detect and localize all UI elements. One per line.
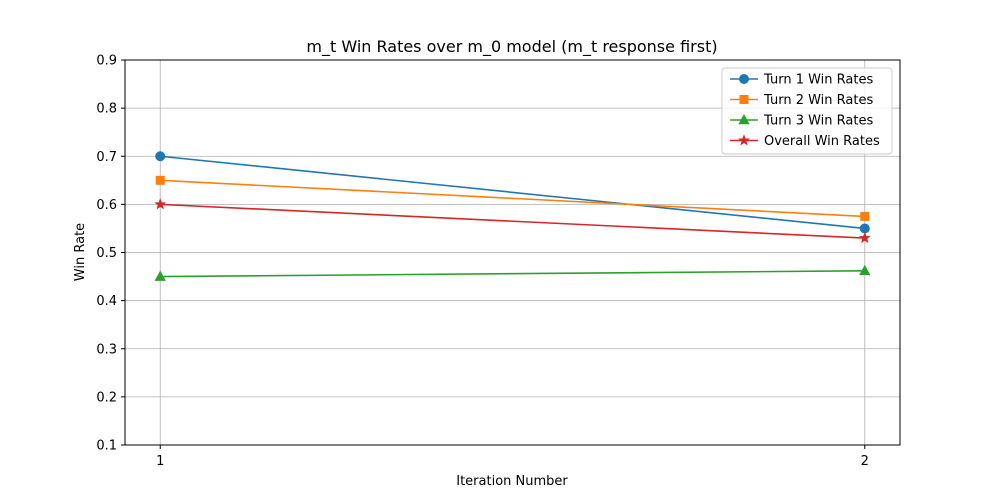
- series-line-3: [160, 269, 865, 278]
- legend-entry: Turn 3 Win Rates: [763, 114, 873, 129]
- series-layer: [154, 151, 871, 281]
- y-tick-label: 0.6: [96, 198, 117, 213]
- data-point-series-4: [858, 231, 871, 244]
- y-tick-label: 0.5: [96, 246, 117, 261]
- series-line-4: [160, 203, 865, 239]
- legend-marker: [738, 134, 750, 146]
- legend-entry: Turn 2 Win Rates: [763, 93, 873, 108]
- legend-marker: [739, 95, 749, 104]
- y-tick-label: 0.7: [96, 150, 117, 165]
- legend-entry: Overall Win Rates: [764, 134, 880, 149]
- x-tick-label: 1: [156, 454, 164, 469]
- y-tick-label: 0.1: [96, 439, 117, 454]
- legend-marker: [739, 74, 749, 84]
- y-tick-label: 0.4: [96, 294, 117, 309]
- data-point-series-2: [155, 175, 165, 185]
- legend-marker: [738, 113, 750, 125]
- y-axis-ticks: 0.1 0.2 0.3 0.4 0.5 0.6 0.7 0.8 0.9: [96, 54, 125, 454]
- series-line-1: [160, 155, 865, 230]
- data-point-series-3: [859, 264, 871, 276]
- series-line-2: [160, 179, 865, 218]
- chart-title: m_t Win Rates over m_0 model (m_t respon…: [306, 37, 717, 57]
- data-point-series-3: [154, 270, 166, 281]
- data-point-series-2: [860, 211, 870, 221]
- data-point-series-1: [155, 151, 166, 162]
- y-tick-label: 0.2: [96, 390, 117, 405]
- y-tick-label: 0.9: [96, 54, 117, 69]
- legend-box: [721, 67, 893, 155]
- legend-entry: Turn 1 Win Rates: [763, 73, 873, 88]
- x-tick-label: 2: [861, 454, 869, 469]
- legend: Turn 1 Win Rates Turn 2 Win Rates Turn 3 W…: [721, 67, 893, 155]
- data-point-series-1: [859, 223, 870, 234]
- data-point-series-4: [154, 198, 167, 210]
- y-tick-label: 0.8: [96, 102, 117, 117]
- y-tick-label: 0.3: [96, 342, 117, 357]
- y-axis-label: Win Rate: [73, 223, 88, 281]
- x-axis-label: Iteration Number: [456, 474, 568, 489]
